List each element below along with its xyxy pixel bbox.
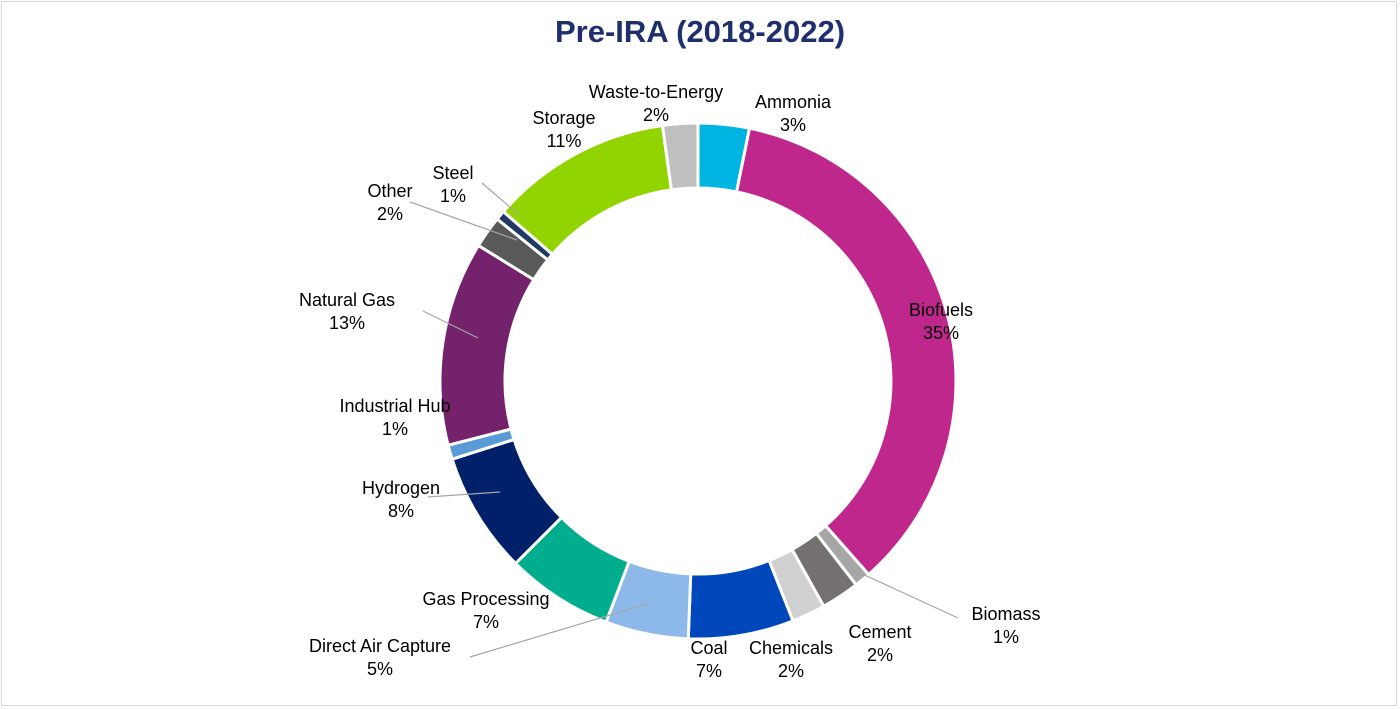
- leader-line-hydrogen: [427, 491, 501, 498]
- slice-name-other: Other: [367, 181, 412, 201]
- slice-name-gas-processing: Gas Processing: [422, 589, 549, 609]
- slice-percent-chemicals: 2%: [778, 661, 804, 681]
- leader-line-steel: [481, 182, 520, 216]
- slice-percent-ammonia: 3%: [780, 115, 806, 135]
- slice-percent-gas-processing: 7%: [473, 612, 499, 632]
- slice-storage: [501, 123, 674, 257]
- slice-name-industrial-hub: Industrial Hub: [339, 396, 450, 416]
- chart-title: Pre-IRA (2018-2022): [554, 14, 846, 49]
- slice-percent-biofuels: 35%: [923, 323, 959, 343]
- slice-percent-biomass: 1%: [993, 627, 1019, 647]
- slice-percent-storage: 11%: [547, 131, 582, 151]
- slice-name-cement: Cement: [848, 622, 911, 642]
- slice-percent-direct-air-capture: 5%: [367, 659, 393, 679]
- slice-name-natural-gas: Natural Gas: [299, 290, 395, 310]
- slice-name-steel: Steel: [432, 163, 473, 183]
- slice-percent-cement: 2%: [867, 645, 893, 665]
- slice-name-hydrogen: Hydrogen: [362, 478, 440, 498]
- slice-percent-hydrogen: 8%: [388, 501, 414, 521]
- slice-waste-to-energy: [660, 121, 700, 192]
- slice-name-biofuels: Biofuels: [909, 300, 973, 320]
- slice-biofuels: [734, 126, 958, 577]
- slice-percent-waste-to-energy: 2%: [643, 105, 669, 125]
- slice-percent-natural-gas: 13%: [329, 313, 365, 333]
- leader-line-direct-air-capture: [469, 602, 651, 658]
- slice-name-chemicals: Chemicals: [749, 638, 833, 658]
- leader-line-biomass: [857, 571, 959, 619]
- slice-percent-other: 2%: [377, 204, 403, 224]
- slice-name-biomass: Biomass: [971, 604, 1040, 624]
- leader-line-other: [409, 201, 518, 241]
- slice-name-storage: Storage: [532, 108, 595, 128]
- slice-percent-coal: 7%: [696, 661, 722, 681]
- slice-percent-industrial-hub: 1%: [382, 419, 408, 439]
- slice-name-ammonia: Ammonia: [755, 92, 832, 112]
- slice-name-direct-air-capture: Direct Air Capture: [309, 636, 451, 656]
- slice-percent-steel: 1%: [440, 186, 466, 206]
- slice-name-coal: Coal: [690, 638, 727, 658]
- leader-line-natural-gas: [422, 310, 479, 339]
- slice-name-waste-to-energy: Waste-to-Energy: [589, 82, 723, 102]
- slice-natural-gas: [438, 243, 536, 447]
